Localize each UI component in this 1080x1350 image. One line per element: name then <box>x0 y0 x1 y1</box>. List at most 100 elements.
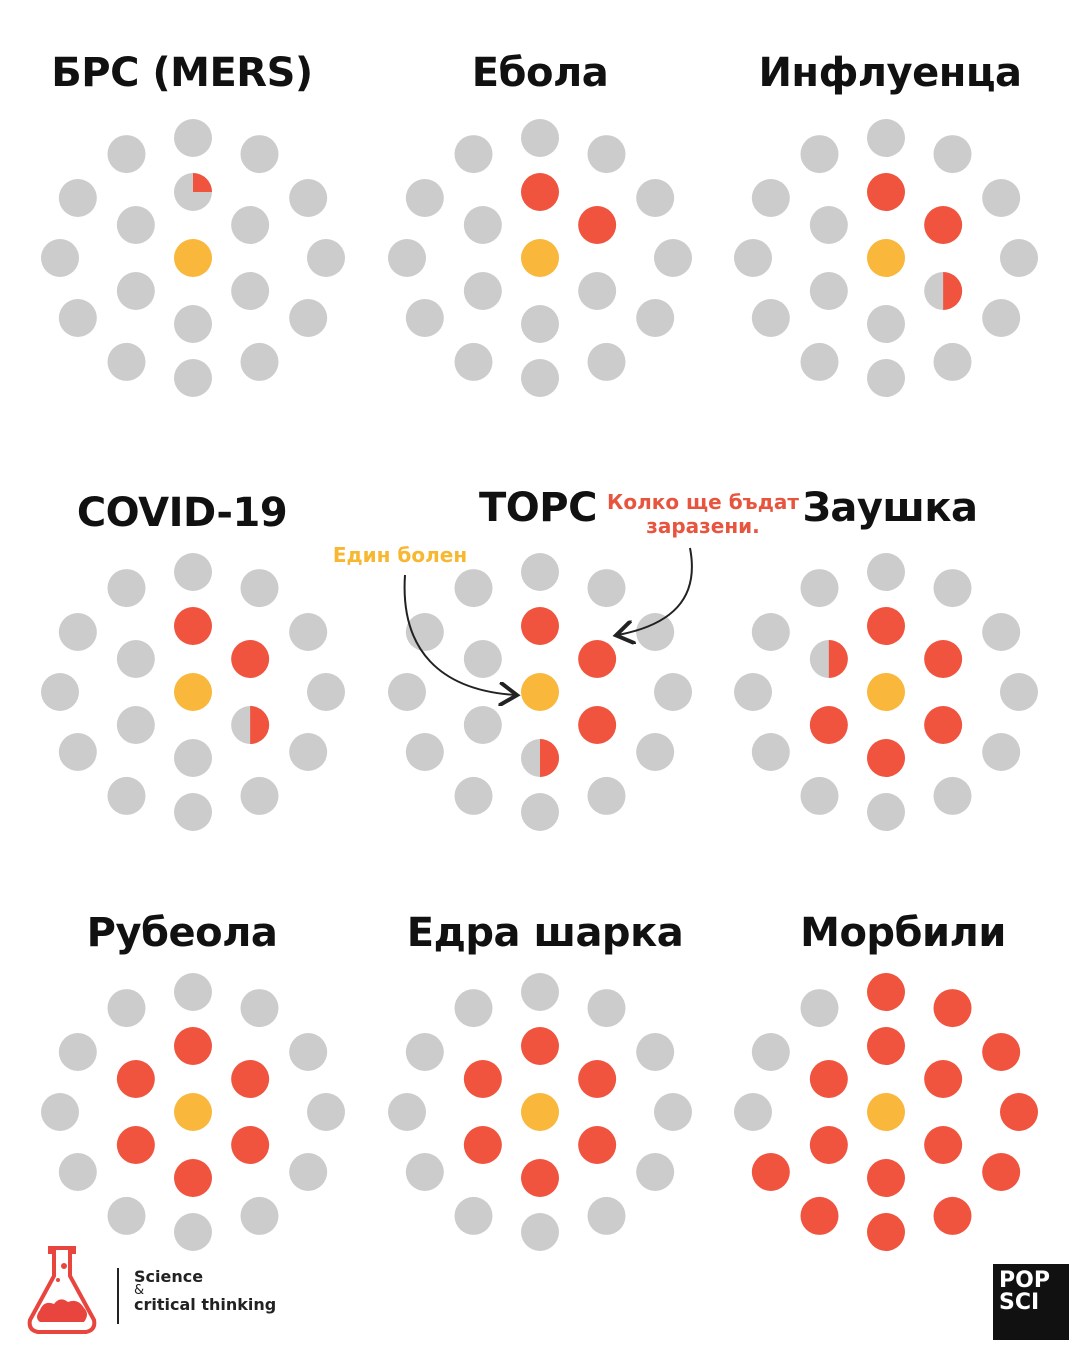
panel-title-covid19: COVID-19 <box>76 490 288 536</box>
contact-dot <box>116 706 155 744</box>
panel-title-mers: БРС (MERS) <box>51 50 313 96</box>
contact-dot <box>654 239 692 277</box>
contact-dot <box>307 673 345 711</box>
contact-dot <box>289 179 328 217</box>
contact-dot <box>587 569 626 608</box>
arrow-to-infected-dot <box>618 547 693 635</box>
contact-dot <box>636 733 675 771</box>
contact-dot <box>405 1153 444 1191</box>
annotation-how-many-line2: заразени. <box>646 514 760 538</box>
partial-infected-dot <box>250 706 270 744</box>
infected-dot <box>867 973 905 1011</box>
contact-dot <box>587 989 626 1028</box>
contact-dot <box>116 640 155 678</box>
panel-title-ebola: Ебола <box>471 50 609 96</box>
panel-title-sars: ТОРС <box>479 485 597 531</box>
contact-dot <box>751 179 790 217</box>
contact-dot <box>240 342 279 381</box>
contact-dot <box>231 206 270 244</box>
contact-dot <box>388 239 426 277</box>
contact-dot <box>174 739 212 777</box>
contact-dot <box>174 973 212 1011</box>
footer-line-science: Science <box>134 1267 204 1286</box>
contact-dot <box>463 272 502 310</box>
panel-title-mumps: Заушка <box>802 485 978 531</box>
infected-dot <box>982 1033 1021 1071</box>
infected-dot <box>751 1153 790 1191</box>
infected-dot <box>924 206 963 244</box>
annotation-how-many-line1: Колко ще бъдат <box>607 490 799 514</box>
contact-dot <box>58 613 97 651</box>
sick-person-dot <box>521 673 559 711</box>
contact-dot <box>734 239 772 277</box>
contact-dot <box>587 776 626 815</box>
contact-dot <box>521 553 559 591</box>
sick-person-dot <box>174 239 212 277</box>
infected-dot <box>521 1159 559 1197</box>
panel-title-rubella: Рубеола <box>86 910 278 956</box>
contact-dot <box>800 342 839 381</box>
infected-dot <box>924 1060 963 1098</box>
contact-dot <box>41 673 79 711</box>
contact-dot <box>107 135 146 174</box>
contact-dot <box>800 989 839 1028</box>
contact-dot <box>982 179 1021 217</box>
contact-dot <box>240 135 279 174</box>
annotation-how-many-infected: Колко ще бъдат заразени. <box>598 490 808 538</box>
contact-dot <box>388 1093 426 1131</box>
infected-dot <box>463 1126 502 1164</box>
infected-dot <box>521 1027 559 1065</box>
contact-dot <box>174 793 212 831</box>
infected-dot <box>116 1126 155 1164</box>
contact-dot <box>809 272 848 310</box>
sick-person-dot <box>521 1093 559 1131</box>
contact-dot <box>289 1033 328 1071</box>
contact-dot <box>521 1213 559 1251</box>
contact-dot <box>454 989 493 1028</box>
contact-dot <box>116 272 155 310</box>
infected-dot <box>933 1196 972 1235</box>
sick-person-dot <box>867 673 905 711</box>
contact-dot <box>454 1196 493 1235</box>
contact-dot <box>107 342 146 381</box>
contact-dot <box>58 1153 97 1191</box>
contact-dot <box>636 1033 675 1071</box>
contact-dot <box>751 733 790 771</box>
contact-dot <box>521 305 559 343</box>
contact-dot <box>107 1196 146 1235</box>
flask-brain-icon <box>27 1246 97 1334</box>
infected-dot <box>867 1213 905 1251</box>
contact-dot <box>107 776 146 815</box>
contact-dot <box>240 569 279 608</box>
contact-dot <box>307 1093 345 1131</box>
sick-person-dot <box>174 1093 212 1131</box>
popsci-line2: SCI <box>999 1290 1040 1315</box>
infected-dot <box>867 1159 905 1197</box>
contact-dot <box>240 989 279 1028</box>
contact-dot <box>867 553 905 591</box>
contact-dot <box>751 1033 790 1071</box>
contact-dot <box>289 733 328 771</box>
contact-dot <box>240 776 279 815</box>
contact-dot <box>933 569 972 608</box>
contact-dot <box>174 359 212 397</box>
contact-dot <box>405 1033 444 1071</box>
annotation-one-sick: Един болен <box>332 543 468 567</box>
contact-dot <box>751 613 790 651</box>
infected-dot <box>578 706 617 744</box>
panel-title-smallpox: Едра шарка <box>406 910 684 956</box>
contact-dot <box>405 733 444 771</box>
infected-dot <box>867 739 905 777</box>
contact-dot <box>231 272 270 310</box>
infected-dot <box>924 1126 963 1164</box>
panel-title-influenza: Инфлуенца <box>758 50 1022 96</box>
contact-dot <box>587 1196 626 1235</box>
contact-dot <box>454 569 493 608</box>
contact-dot <box>58 299 97 337</box>
contact-dot <box>463 206 502 244</box>
partial-infected-dot <box>540 739 559 777</box>
partial-infected-dot <box>193 173 212 192</box>
contact-dot <box>289 299 328 337</box>
infected-dot <box>231 1060 270 1098</box>
